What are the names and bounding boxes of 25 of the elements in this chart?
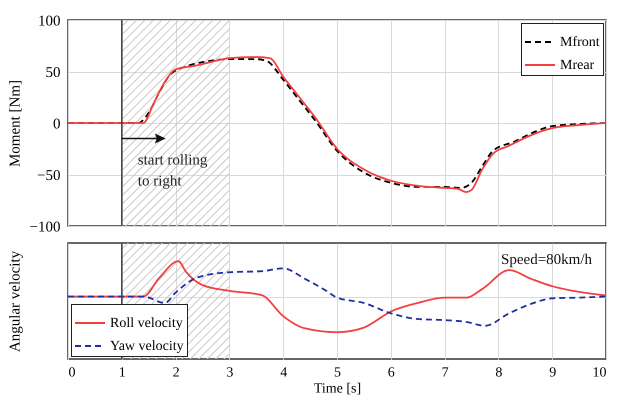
- y-axis-title: Moment [Nm]: [8, 80, 24, 168]
- legend-label: Mrear: [560, 58, 595, 73]
- x-tick-label: 3: [226, 366, 234, 380]
- x-tick-label: 0: [68, 366, 76, 380]
- y-axis-title: Angular velocity: [8, 250, 24, 352]
- y-tick-label: 50: [46, 65, 60, 81]
- y-tick-label: 0: [53, 116, 60, 132]
- x-tick-label: 1: [118, 366, 126, 380]
- annotation: Speed=80km/h: [501, 252, 592, 268]
- legend-label: Mfront: [560, 35, 600, 50]
- y-tick-label: −100: [30, 220, 60, 236]
- legend-label: Yaw velocity: [110, 339, 184, 354]
- x-tick-label: 2: [172, 366, 180, 380]
- legend-label: Roll velocity: [110, 316, 183, 331]
- y-tick-label: 100: [38, 14, 60, 30]
- x-tick-label: 5: [334, 366, 341, 380]
- x-tick-label: 7: [442, 366, 449, 380]
- x-tick-label: 9: [549, 366, 556, 380]
- annotation: start rolling to right: [138, 152, 208, 190]
- x-axis-title: Time [s]: [314, 382, 362, 396]
- x-tick-label: 6: [388, 366, 395, 380]
- x-tick-label: 4: [280, 366, 288, 380]
- x-tick-label: 10: [592, 366, 606, 380]
- x-tick-label: 8: [495, 366, 502, 380]
- y-tick-label: −50: [37, 168, 60, 184]
